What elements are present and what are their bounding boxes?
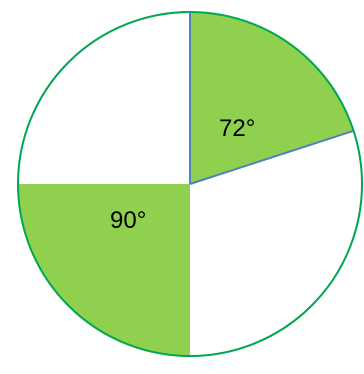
angle-label-72: 72° [219,115,255,142]
shaded-sector-72 [190,12,354,184]
radius-line-72 [189,129,354,185]
angle-label-90: 90° [110,207,146,234]
shaded-sector-90 [18,184,190,356]
